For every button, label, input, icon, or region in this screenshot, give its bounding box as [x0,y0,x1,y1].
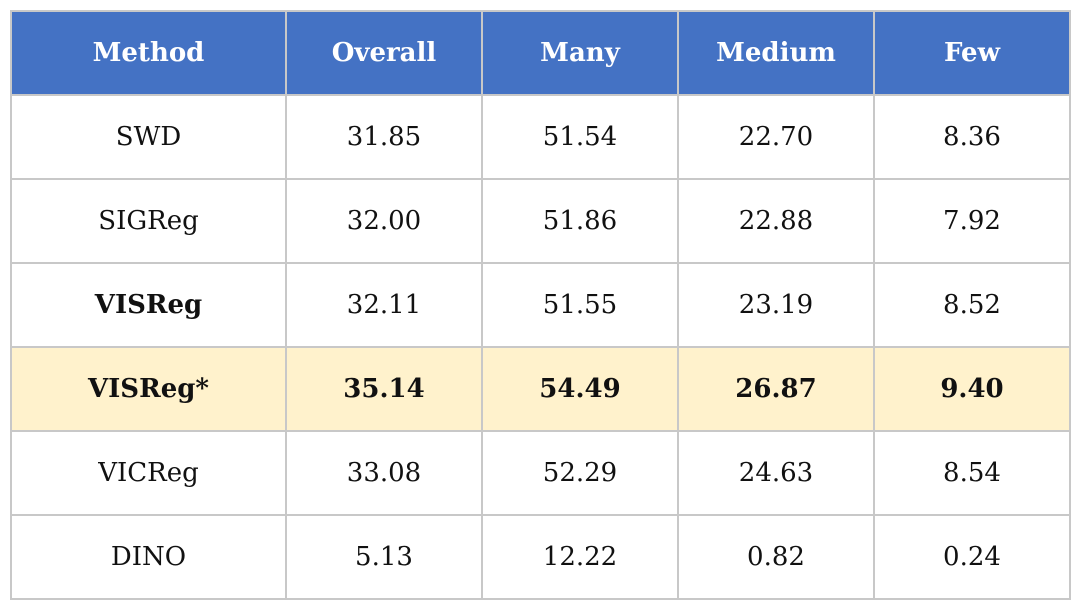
value-cell: 8.52 [873,262,1071,348]
method-cell: SIGReg [10,178,287,264]
header-cell: Method [10,10,287,96]
value-cell: 7.92 [873,178,1071,264]
value-cell: 52.29 [481,430,679,516]
table-row: SWD 31.85 51.54 22.70 8.36 [10,94,1071,180]
value-cell: 22.70 [677,94,875,180]
value-cell: 8.54 [873,430,1071,516]
header-row: Method Overall Many Medium Few [10,10,1071,96]
table-row: VISReg 32.11 51.55 23.19 8.52 [10,262,1071,348]
header-cell: Many [481,10,679,96]
value-cell: 32.11 [285,262,483,348]
value-cell: 26.87 [677,346,875,432]
method-cell: VICReg [10,430,287,516]
value-cell: 54.49 [481,346,679,432]
value-cell: 9.40 [873,346,1071,432]
method-cell: SWD [10,94,287,180]
value-cell: 5.13 [285,514,483,600]
method-cell: VISReg* [10,346,287,432]
header-cell: Few [873,10,1071,96]
value-cell: 31.85 [285,94,483,180]
value-cell: 0.24 [873,514,1071,600]
results-table: Method Overall Many Medium Few SWD 31.85 51.54… [10,10,1071,600]
value-cell: 0.82 [677,514,875,600]
table-row: VICReg 33.08 52.29 24.63 8.54 [10,430,1071,516]
method-cell: VISReg [10,262,287,348]
value-cell: 8.36 [873,94,1071,180]
table-row: DINO 5.13 12.22 0.82 0.24 [10,514,1071,600]
value-cell: 32.00 [285,178,483,264]
value-cell: 24.63 [677,430,875,516]
value-cell: 51.55 [481,262,679,348]
value-cell: 35.14 [285,346,483,432]
header-cell: Medium [677,10,875,96]
table-row: VISReg* 35.14 54.49 26.87 9.40 [10,346,1071,432]
header-cell: Overall [285,10,483,96]
table-body: SWD 31.85 51.54 22.70 8.36 SIGReg 32.00 51.86 22… [10,94,1071,600]
table-row: SIGReg 32.00 51.86 22.88 7.92 [10,178,1071,264]
value-cell: 33.08 [285,430,483,516]
value-cell: 22.88 [677,178,875,264]
value-cell: 51.54 [481,94,679,180]
value-cell: 51.86 [481,178,679,264]
method-cell: DINO [10,514,287,600]
value-cell: 12.22 [481,514,679,600]
value-cell: 23.19 [677,262,875,348]
